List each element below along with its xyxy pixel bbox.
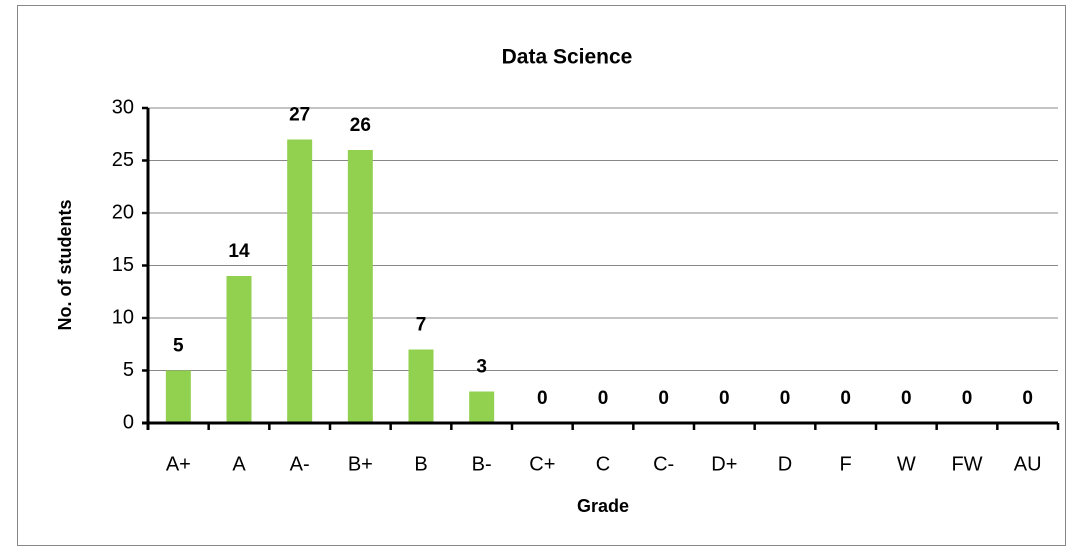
x-tick-label: FW [951, 453, 982, 475]
x-tick-label: C+ [529, 453, 555, 475]
x-tick-label: F [840, 453, 852, 475]
y-tick-label: 5 [123, 359, 134, 381]
y-tick-label: 20 [112, 201, 134, 223]
data-label: 0 [537, 388, 548, 409]
x-tick-label: W [897, 453, 916, 475]
data-label: 3 [476, 357, 487, 378]
bar [226, 276, 252, 423]
data-label: 0 [780, 388, 791, 409]
y-tick-label: 25 [112, 149, 134, 171]
chart-title: Data Science [502, 46, 633, 69]
data-label: 0 [962, 388, 973, 409]
x-tick-label: A- [290, 453, 310, 475]
data-label: 0 [901, 388, 912, 409]
data-label: 14 [228, 241, 250, 262]
bar [469, 391, 495, 423]
bar [287, 139, 313, 423]
data-label: 26 [350, 115, 371, 136]
x-tick-label: C- [653, 453, 674, 475]
data-label: 0 [719, 388, 730, 409]
x-axis-title: Grade [577, 496, 629, 516]
bar [408, 349, 434, 423]
y-tick-label: 10 [112, 306, 134, 328]
x-tick-label: B [414, 453, 427, 475]
x-tick-label: A [232, 453, 246, 475]
data-label: 5 [173, 336, 184, 357]
chart-border [17, 5, 1066, 546]
x-tick-label: AU [1014, 453, 1042, 475]
x-tick-label: B- [472, 453, 492, 475]
data-label: 0 [840, 388, 851, 409]
x-tick-label: C [596, 453, 610, 475]
y-tick-label: 0 [123, 411, 134, 433]
x-tick-label: D+ [711, 453, 737, 475]
x-tick-label: B+ [348, 453, 373, 475]
bar [165, 370, 191, 423]
data-label: 27 [289, 105, 310, 126]
data-label: 7 [416, 315, 427, 336]
bar [347, 150, 373, 423]
y-tick-label: 30 [112, 96, 134, 118]
x-tick-label: A+ [166, 453, 191, 475]
y-axis-title: No. of students [55, 200, 75, 331]
data-label: 0 [598, 388, 609, 409]
data-label: 0 [658, 388, 669, 409]
data-label: 0 [1022, 388, 1033, 409]
y-tick-label: 15 [112, 254, 134, 276]
x-tick-label: D [778, 453, 792, 475]
